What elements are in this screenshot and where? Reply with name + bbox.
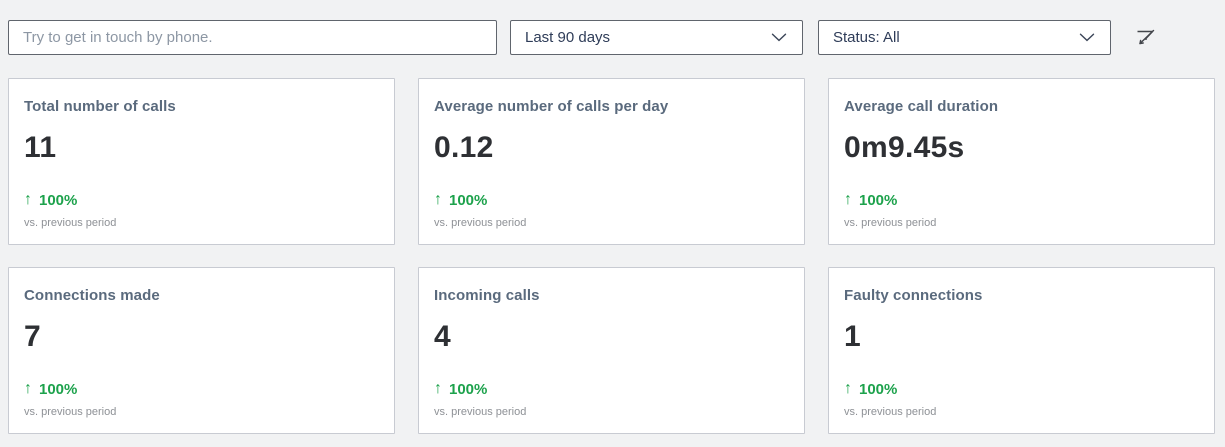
stat-card-comparison: vs. previous period — [24, 406, 117, 418]
stat-card-title: Faulty connections — [844, 287, 983, 304]
trend-percent: 100% — [859, 380, 898, 398]
stat-card-value: 0.12 — [434, 131, 494, 164]
stat-card-trend: ↑ 100% — [24, 191, 379, 209]
stat-card-value: 7 — [24, 320, 41, 353]
stat-card-value: 1 — [844, 320, 861, 353]
trend-up-icon: ↑ — [24, 380, 32, 397]
date-range-value: Last 90 days — [525, 28, 611, 46]
stat-card-avg-calls-per-day: Average number of calls per day 0.12 ↑ 1… — [418, 78, 805, 245]
status-select[interactable]: Status: All — [818, 19, 1111, 55]
trend-up-icon: ↑ — [844, 191, 852, 208]
stat-card-trend: ↑ 100% — [434, 380, 789, 398]
stat-card-value: 4 — [434, 320, 451, 353]
stat-card-incoming-calls: Incoming calls 4 ↑ 100% vs. previous per… — [418, 267, 805, 434]
stat-card-comparison: vs. previous period — [844, 217, 937, 229]
stat-card-trend: ↑ 100% — [434, 191, 789, 209]
stat-card-comparison: vs. previous period — [24, 217, 117, 229]
chevron-down-icon — [771, 33, 787, 42]
stat-card-total-calls: Total number of calls 11 ↑ 100% vs. prev… — [8, 78, 395, 245]
stat-card-trend: ↑ 100% — [844, 380, 1199, 398]
trend-up-icon: ↑ — [844, 380, 852, 397]
stat-card-connections-made: Connections made 7 ↑ 100% vs. previous p… — [8, 267, 395, 434]
clear-filters-button[interactable] — [1130, 22, 1160, 52]
stat-card-avg-call-duration: Average call duration 0m9.45s ↑ 100% vs.… — [828, 78, 1215, 245]
stat-card-title: Average call duration — [844, 98, 999, 115]
status-value: Status: All — [833, 28, 900, 46]
date-range-select[interactable]: Last 90 days — [510, 19, 803, 55]
stats-grid: Total number of calls 11 ↑ 100% vs. prev… — [8, 78, 1215, 434]
stat-card-comparison: vs. previous period — [434, 217, 527, 229]
stat-card-trend: ↑ 100% — [844, 191, 1199, 209]
trend-percent: 100% — [39, 380, 78, 398]
trend-percent: 100% — [859, 191, 898, 209]
trend-percent: 100% — [449, 191, 488, 209]
stat-card-title: Average number of calls per day — [434, 98, 669, 115]
trend-percent: 100% — [39, 191, 78, 209]
chevron-down-icon — [1079, 33, 1095, 42]
stat-card-comparison: vs. previous period — [844, 406, 937, 418]
stat-card-title: Connections made — [24, 287, 160, 304]
stat-card-title: Total number of calls — [24, 98, 176, 115]
filter-off-icon — [1134, 26, 1157, 49]
stat-card-value: 11 — [24, 131, 57, 164]
stat-card-faulty-connections: Faulty connections 1 ↑ 100% vs. previous… — [828, 267, 1215, 434]
trend-percent: 100% — [449, 380, 488, 398]
stat-card-value: 0m9.45s — [844, 131, 965, 164]
filters-toolbar: Last 90 days Status: All — [8, 19, 1215, 55]
trend-up-icon: ↑ — [24, 191, 32, 208]
stat-card-title: Incoming calls — [434, 287, 540, 304]
trend-up-icon: ↑ — [434, 380, 442, 397]
search-input[interactable] — [8, 19, 497, 55]
stat-card-trend: ↑ 100% — [24, 380, 379, 398]
trend-up-icon: ↑ — [434, 191, 442, 208]
stat-card-comparison: vs. previous period — [434, 406, 527, 418]
